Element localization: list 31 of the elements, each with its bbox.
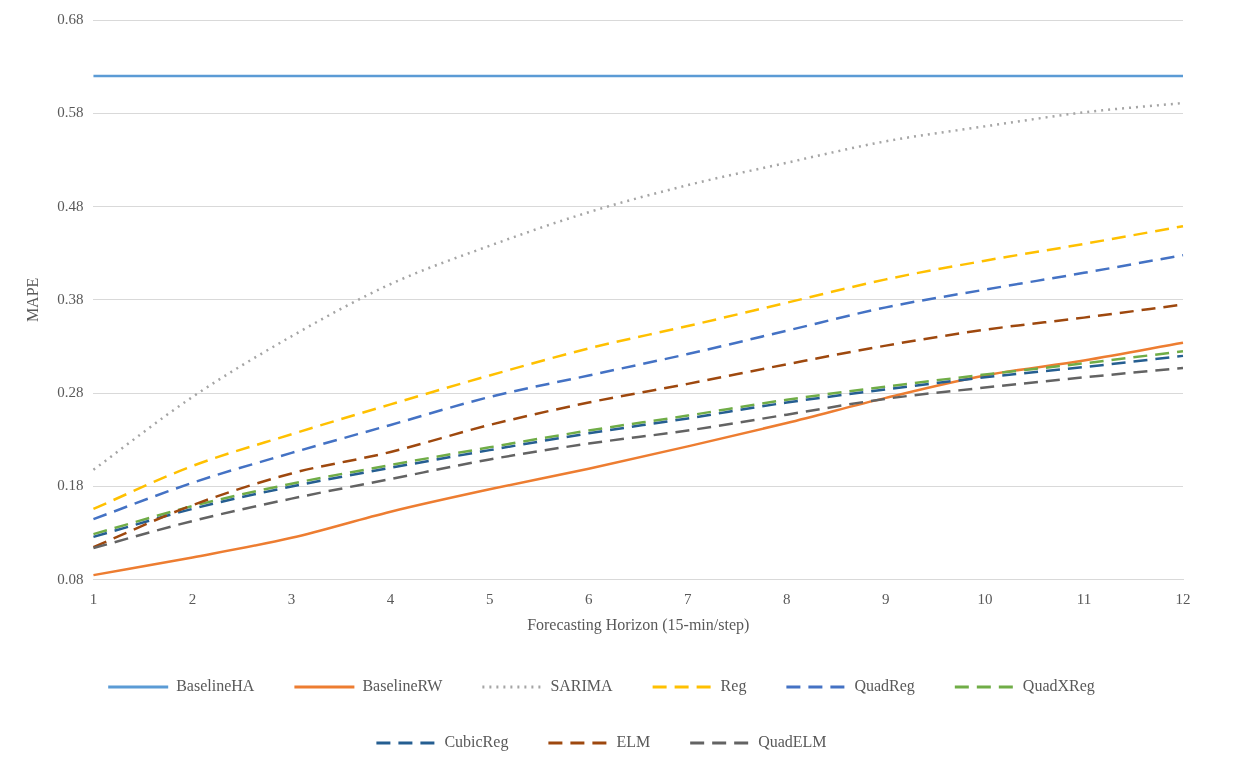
x-tick-label: 1 bbox=[89, 590, 98, 607]
legend-label: QuadXReg bbox=[1022, 677, 1095, 696]
y-axis-title: MAPE bbox=[23, 277, 41, 323]
line-series bbox=[92, 341, 1185, 577]
x-tick-label: 11 bbox=[1076, 590, 1092, 607]
legend-label: QuadELM bbox=[758, 733, 827, 751]
y-tick-label: 0.38 bbox=[57, 290, 84, 307]
y-tick-label: 0.48 bbox=[57, 197, 84, 214]
legend-label: ELM bbox=[616, 733, 651, 751]
x-tick-label: 7 bbox=[684, 590, 692, 607]
x-tick-label: 5 bbox=[485, 590, 494, 607]
legend-label: CubicReg bbox=[444, 733, 509, 752]
y-tick-label: 0.68 bbox=[57, 10, 84, 27]
y-tick-label: 0.28 bbox=[57, 384, 84, 401]
y-tick-label: 0.08 bbox=[57, 570, 84, 587]
x-tick-label: 12 bbox=[1175, 590, 1191, 607]
y-tick-label: 0.18 bbox=[57, 477, 84, 494]
x-tick-label: 2 bbox=[188, 590, 197, 607]
x-tick-label: 4 bbox=[386, 590, 395, 607]
legend-label: SARIMA bbox=[550, 677, 614, 695]
x-tick-label: 8 bbox=[783, 590, 791, 607]
x-tick-label: 3 bbox=[287, 590, 296, 607]
legend-label: Reg bbox=[720, 677, 747, 696]
x-tick-label: 9 bbox=[882, 590, 890, 607]
x-tick-label: 6 bbox=[584, 590, 593, 607]
x-tick-label: 10 bbox=[977, 590, 993, 607]
legend-label: QuadReg bbox=[854, 677, 915, 696]
y-tick-label: 0.58 bbox=[57, 104, 84, 121]
x-axis-title: Forecasting Horizon (15-min/step) bbox=[527, 615, 750, 634]
legend-label: BaselineRW bbox=[362, 677, 444, 695]
legend-label: BaselineHA bbox=[176, 677, 255, 695]
